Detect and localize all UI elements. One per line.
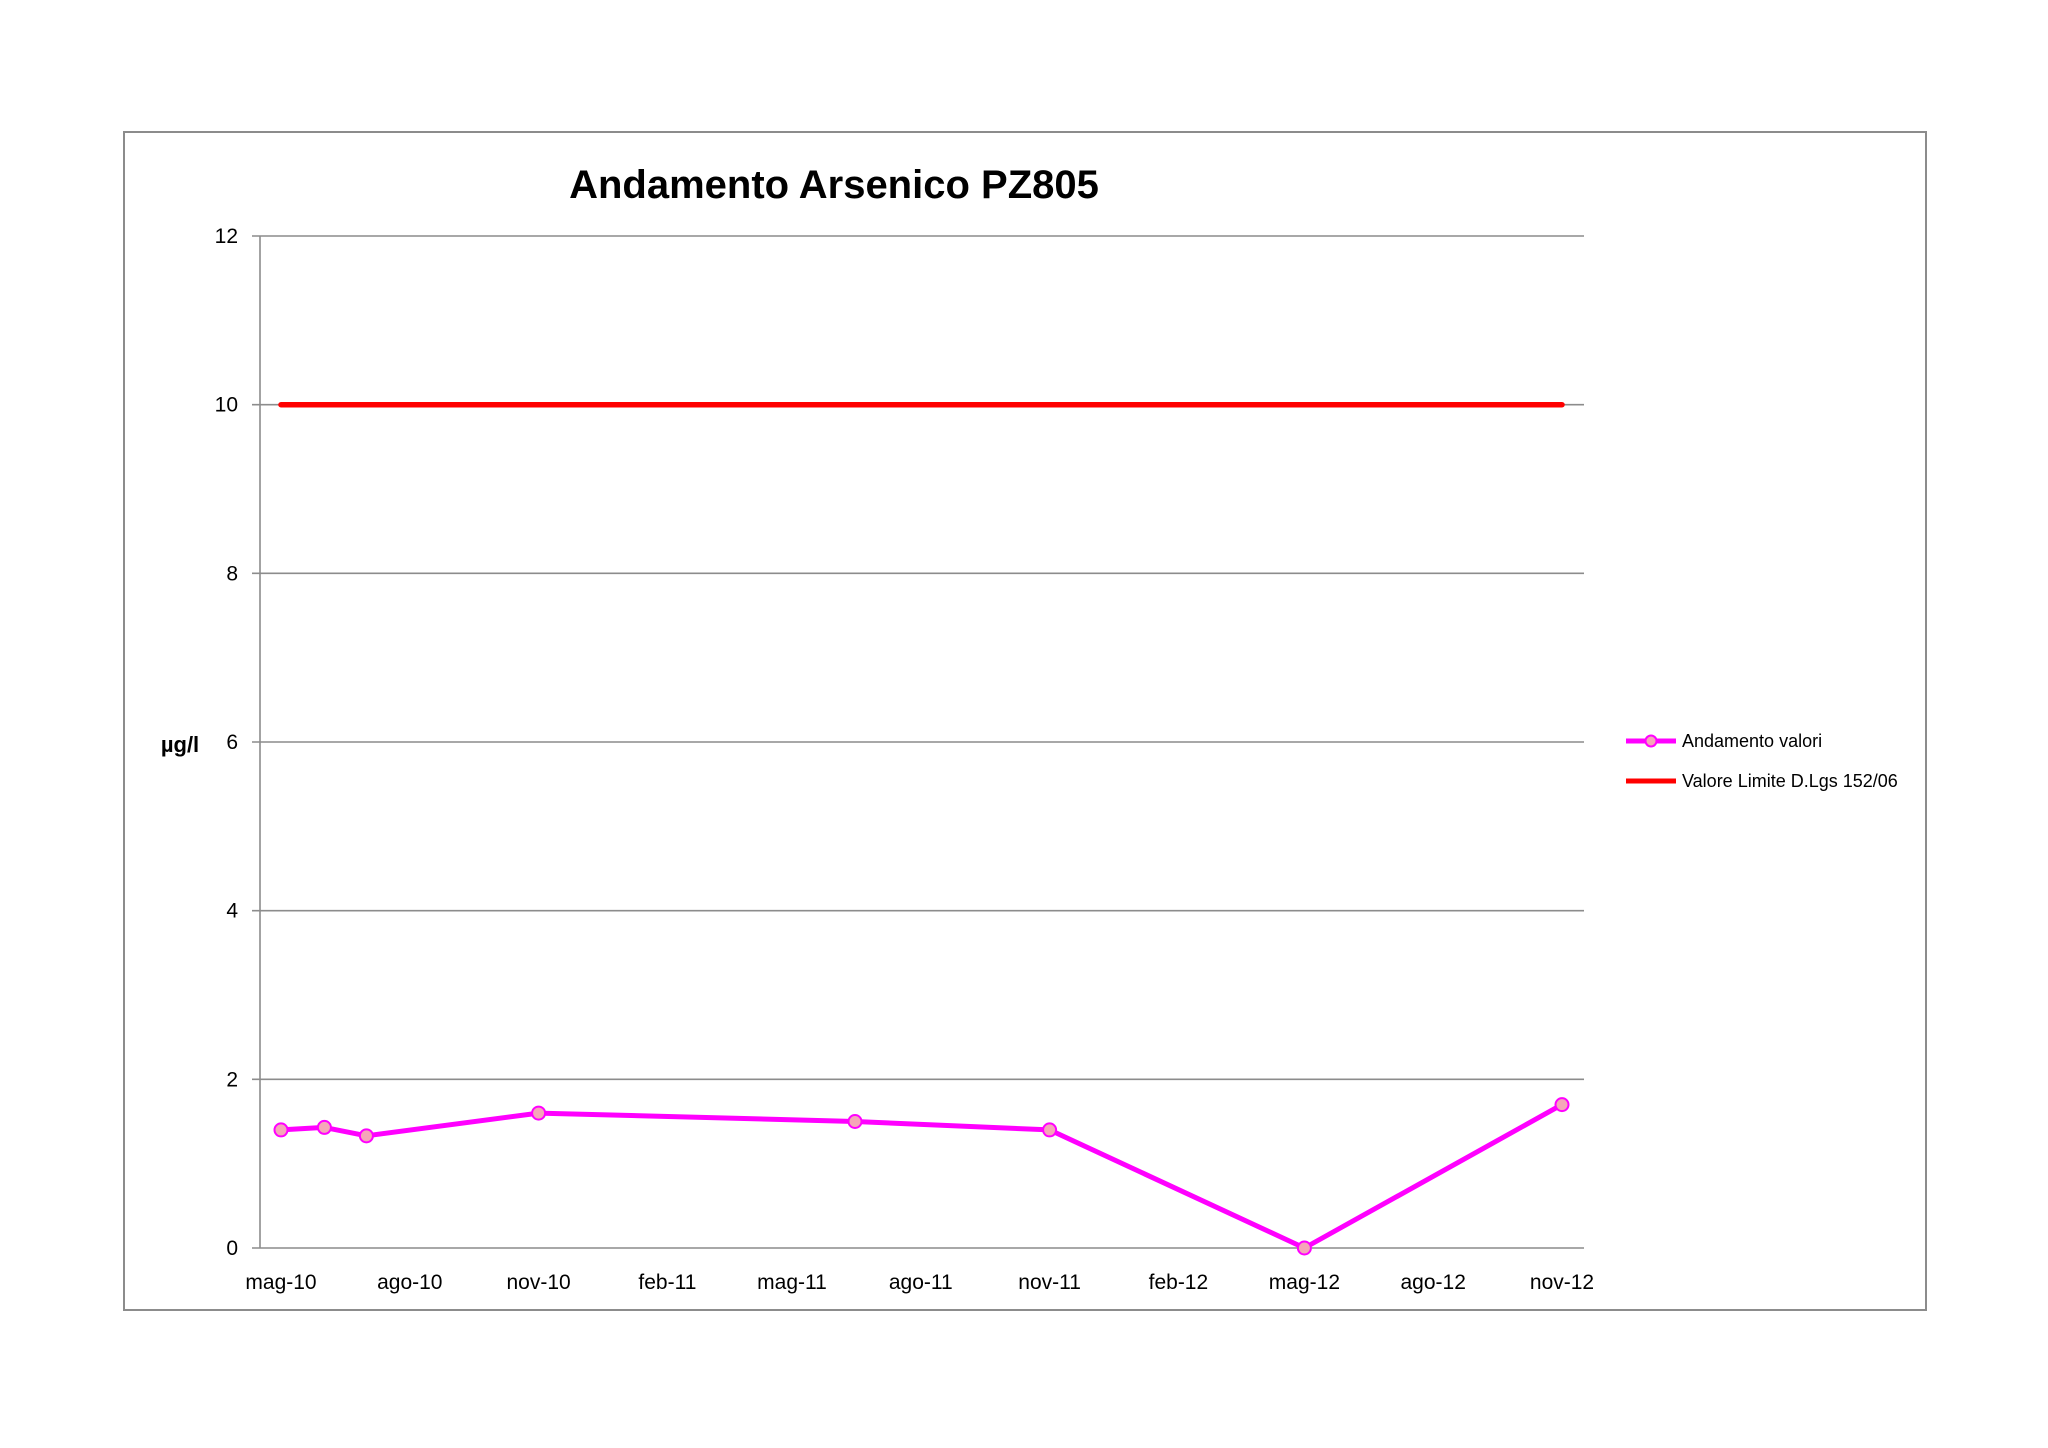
y-tick-label: 8 (226, 562, 238, 585)
y-tick-label: 0 (226, 1237, 238, 1260)
x-tick-label: mag-11 (757, 1271, 827, 1294)
data-point (273, 1122, 289, 1138)
data-point (1042, 1122, 1058, 1138)
y-tick-label: 12 (215, 225, 238, 248)
series-andamento-valori (273, 1097, 1570, 1256)
x-tick-label: mag-10 (245, 1271, 316, 1294)
data-point (1554, 1097, 1570, 1113)
y-tick-labels: 0 2 4 6 8 10 12 (215, 225, 239, 1260)
x-tick-label: ago-12 (1401, 1271, 1466, 1294)
x-tick-label: nov-10 (506, 1271, 570, 1294)
data-point (531, 1105, 547, 1121)
legend-marker (1644, 734, 1658, 748)
chart-title: Andamento Arsenico PZ805 (569, 163, 1099, 207)
x-tick-label: feb-12 (1149, 1271, 1209, 1294)
y-tick-label: 6 (226, 731, 238, 754)
legend-item: Valore Limite D.Lgs 152/06 (1626, 771, 1898, 791)
x-tick-label: nov-11 (1018, 1271, 1081, 1294)
x-tick-label: ago-11 (889, 1271, 953, 1294)
legend-item: Andamento valori (1626, 731, 1822, 751)
data-point (1296, 1240, 1312, 1256)
series (273, 401, 1570, 1256)
x-tick-label: mag-12 (1269, 1271, 1340, 1294)
y-tick-label: 10 (215, 394, 238, 417)
x-tick-label: nov-12 (1530, 1271, 1594, 1294)
data-point (316, 1119, 332, 1135)
x-tick-labels: mag-10 ago-10 nov-10 feb-11 mag-11 ago-11 nov-… (245, 1271, 1594, 1294)
y-tick-label: 2 (226, 1068, 238, 1091)
legend: Andamento valori Valore Limite D.Lgs 152/… (1626, 731, 1898, 791)
y-tick-label: 4 (226, 900, 238, 923)
chart-area-border (123, 131, 1927, 1311)
x-tick-label: ago-10 (377, 1271, 442, 1294)
y-axis-label: µg/l (161, 732, 199, 757)
data-point (847, 1114, 863, 1129)
x-tick-label: feb-11 (638, 1271, 696, 1294)
data-point (358, 1128, 374, 1144)
legend-label: Andamento valori (1682, 731, 1822, 751)
legend-label: Valore Limite D.Lgs 152/06 (1682, 771, 1898, 791)
